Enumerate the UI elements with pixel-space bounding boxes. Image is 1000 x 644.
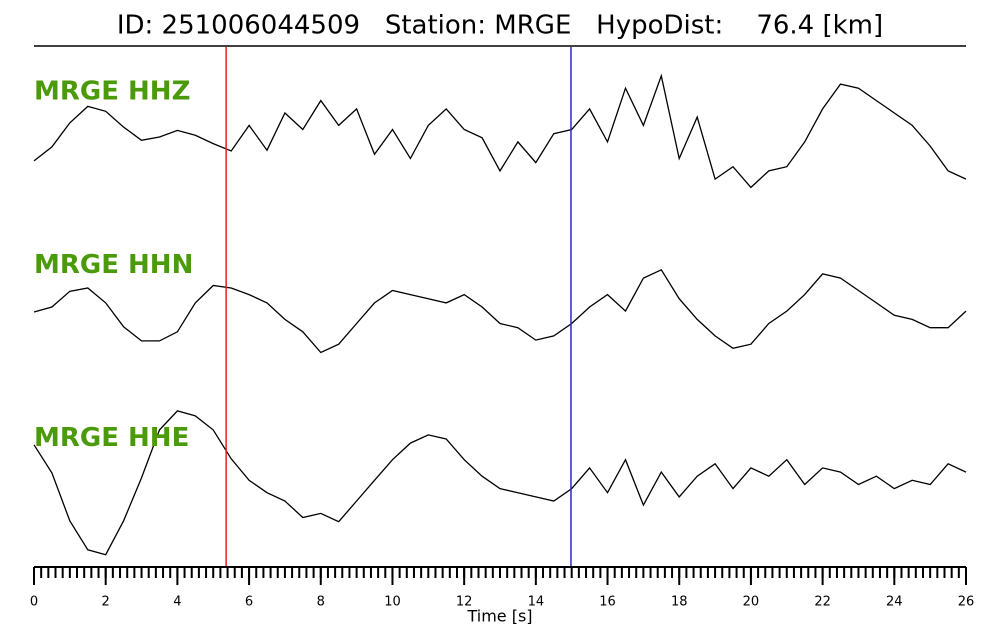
- x-tick-label: 16: [599, 595, 616, 610]
- x-tick-label: 4: [173, 595, 181, 610]
- trace: [33, 410, 967, 556]
- x-tick-label: 12: [456, 595, 473, 610]
- x-tick-label: 22: [814, 595, 831, 610]
- trace: [33, 73, 967, 189]
- chart-title: ID: 251006044509 Station: MRGE HypoDist:…: [117, 11, 883, 41]
- x-tick-label: 10: [384, 595, 401, 610]
- x-tick-label: 6: [245, 595, 253, 610]
- x-tick-label: 26: [958, 595, 975, 610]
- trace-label: MRGE HHN: [34, 250, 193, 280]
- x-tick-label: 20: [743, 595, 760, 610]
- trace-label: MRGE HHE: [34, 423, 189, 453]
- x-tick-label: 0: [30, 595, 38, 610]
- trace-label: MRGE HHZ: [34, 77, 190, 107]
- x-tick-label: 14: [528, 595, 545, 610]
- x-tick-label: 18: [671, 595, 688, 610]
- x-tick-label: 24: [886, 595, 903, 610]
- x-tick-label: 8: [317, 595, 325, 610]
- x-axis-label: Time [s]: [466, 607, 532, 626]
- x-tick-label: 2: [102, 595, 110, 610]
- trace: [33, 268, 967, 354]
